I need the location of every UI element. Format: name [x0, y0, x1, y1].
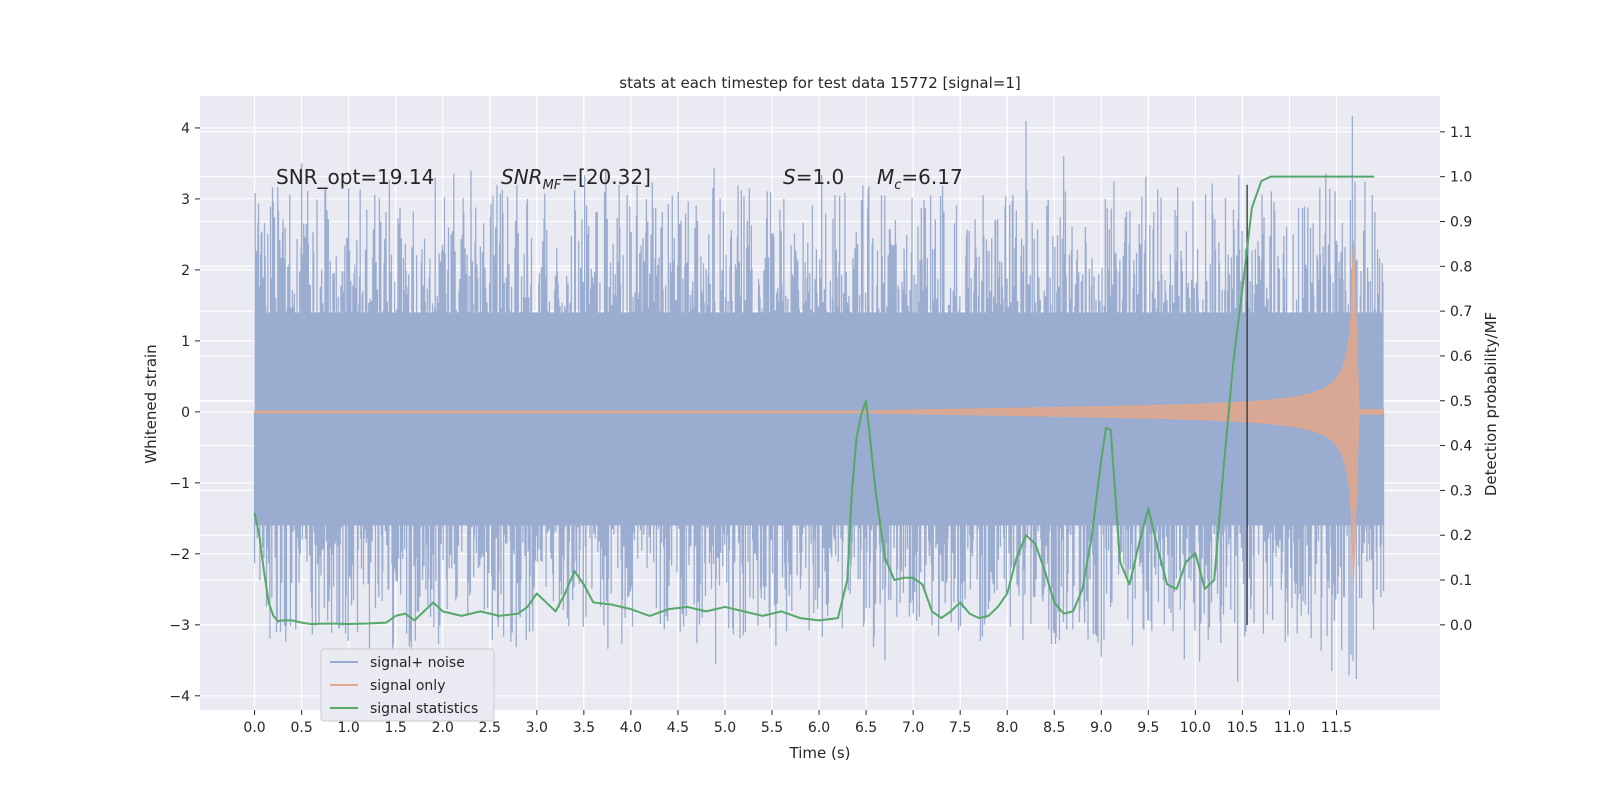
annotation-mc-sub: c — [894, 178, 901, 193]
x-tick-label: 3.5 — [573, 720, 595, 736]
signal-only-waveform — [254, 240, 1385, 584]
x-axis-label: Time (s) — [789, 744, 851, 762]
annotation-mc-main: M — [877, 165, 894, 189]
annotation-mc-value: =6.17 — [901, 165, 962, 189]
x-tick-label: 2.0 — [432, 720, 454, 736]
annotation-s-value: =1.0 — [796, 165, 845, 189]
x-tick-label: 9.5 — [1137, 720, 1159, 736]
y-tick-label-right: 0.9 — [1450, 214, 1472, 230]
legend-label-signal-only: signal only — [370, 678, 445, 694]
y-tick-label-left: 3 — [181, 192, 190, 208]
annotation-mc: Mc=6.17 — [877, 165, 963, 193]
y-tick-label-right: 0.6 — [1450, 349, 1472, 365]
y-tick-label-left: −4 — [169, 689, 190, 705]
series-signal-only — [254, 240, 1385, 584]
y-tick-label-right: 0.2 — [1450, 528, 1472, 544]
y-tick-label-left: 0 — [181, 405, 190, 421]
x-tick-label: 3.0 — [526, 720, 548, 736]
y-tick-label-right: 0.1 — [1450, 573, 1472, 589]
annotation-snr-mf-sub: MF — [543, 178, 562, 193]
x-tick-label: 9.0 — [1090, 720, 1112, 736]
y-tick-label-left: 2 — [181, 263, 190, 279]
y-tick-label-right: 0.5 — [1450, 394, 1472, 410]
x-tick-label: 6.5 — [855, 720, 877, 736]
x-tick-label: 2.5 — [479, 720, 501, 736]
x-tick-label: 5.0 — [714, 720, 736, 736]
x-tick-label: 4.5 — [667, 720, 689, 736]
y-tick-label-right: 0.4 — [1450, 439, 1472, 455]
series-signal-statistics — [253, 175, 1375, 625]
x-tick-label: 6.0 — [808, 720, 830, 736]
annotation-snr-mf: SNRMF=[20.32] — [501, 165, 651, 193]
y-tick-label-left: −2 — [169, 547, 190, 563]
y-tick-label-right: 0.0 — [1450, 618, 1472, 634]
annotation-s-main: S — [783, 165, 796, 189]
x-tick-label: 8.5 — [1043, 720, 1065, 736]
x-tick-label: 4.0 — [620, 720, 642, 736]
x-tick-label: 7.5 — [949, 720, 971, 736]
y-axis-label-right: Detection probability/MF — [1482, 312, 1500, 496]
y-tick-label-right: 0.8 — [1450, 259, 1472, 275]
signal-statistics-line — [253, 175, 1375, 625]
y-tick-label-right: 0.3 — [1450, 483, 1472, 499]
x-tick-label: 8.0 — [996, 720, 1018, 736]
axis-ticks: 0.0 0.5 1.0 1.5 2.0 2.5 3.0 3.5 4.0 4.5 5.0 5.5 6.0 6… — [169, 121, 1472, 736]
y-tick-label-left: −3 — [169, 618, 190, 634]
x-tick-label: 7.0 — [902, 720, 924, 736]
legend-label-signal-noise: signal+ noise — [370, 655, 465, 671]
x-tick-label: 5.5 — [761, 720, 783, 736]
x-tick-label: 1.0 — [338, 720, 360, 736]
x-tick-label: 0.0 — [243, 720, 265, 736]
legend: signal+ noise signal only signal statist… — [320, 648, 495, 722]
annotation-snr-mf-main: SNR — [501, 165, 543, 189]
x-tick-label: 11.5 — [1321, 720, 1352, 736]
annotation-s: S=1.0 — [783, 165, 844, 189]
y-tick-label-left: 4 — [181, 121, 190, 137]
y-tick-label-right: 0.7 — [1450, 304, 1472, 320]
y-tick-label-left: 1 — [181, 334, 190, 350]
x-tick-label: 1.5 — [385, 720, 407, 736]
legend-label-signal-statistics: signal statistics — [370, 701, 478, 717]
y-axis-label-left: Whitened strain — [142, 344, 160, 463]
x-tick-label: 0.5 — [290, 720, 312, 736]
annotation-snr-opt: SNR_opt=19.14 — [276, 165, 434, 189]
y-tick-label-right: 1.0 — [1450, 170, 1472, 186]
legend-box — [320, 648, 495, 722]
x-tick-label: 11.0 — [1274, 720, 1305, 736]
x-tick-label: 10.0 — [1180, 720, 1211, 736]
x-tick-label: 10.5 — [1227, 720, 1258, 736]
annotation-snr-mf-value: =[20.32] — [561, 165, 651, 189]
y-tick-label-left: −1 — [169, 476, 190, 492]
chart-title: stats at each timestep for test data 157… — [619, 74, 1020, 92]
y-tick-label-right: 1.1 — [1450, 125, 1472, 141]
